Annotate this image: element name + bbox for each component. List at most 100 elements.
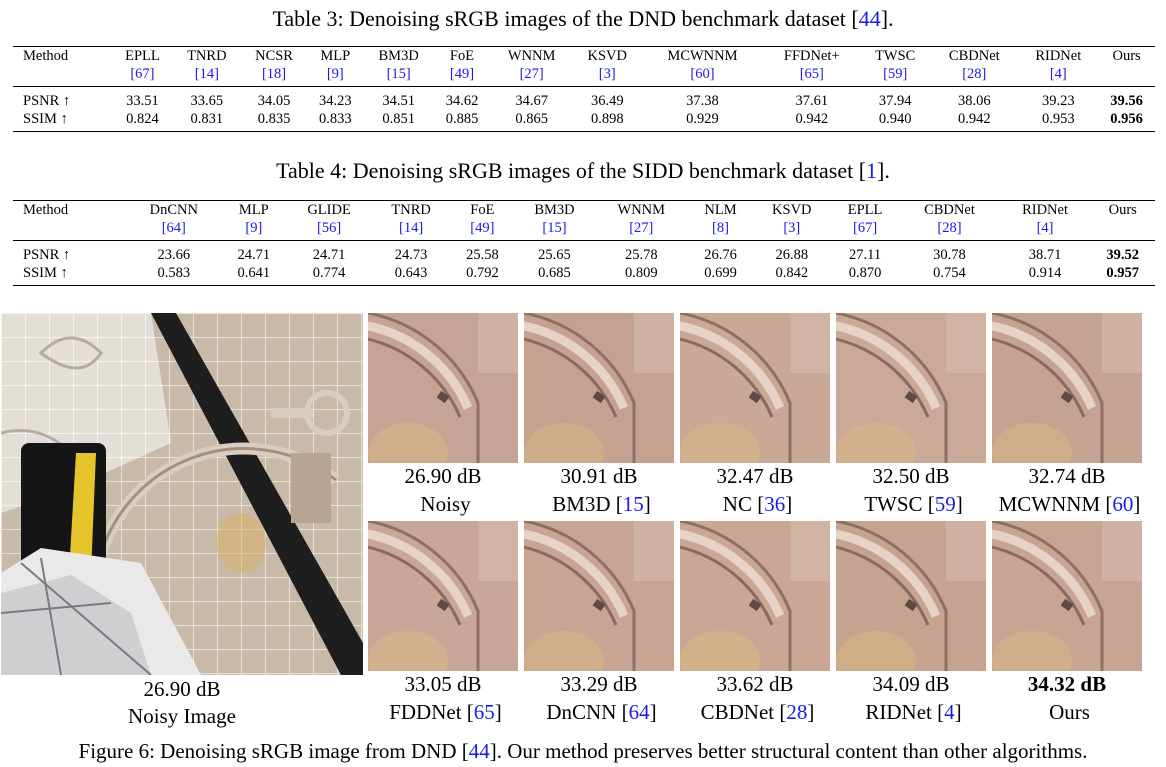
method-ref: [28] xyxy=(899,219,1000,241)
crop-image xyxy=(680,521,830,671)
crop-image xyxy=(368,521,518,671)
header-row: Method EPLL TNRD NCSR MLP BM3D FoE WNNM KSVD MCWN… xyxy=(13,46,1155,65)
crop-image xyxy=(992,313,1142,463)
noisy-scene-graphic xyxy=(1,313,363,675)
metric-value: 0.929 xyxy=(641,110,764,132)
crop-method-ref[interactable]: 28 xyxy=(786,700,808,724)
citation-link[interactable]: [65] xyxy=(799,66,824,82)
metric-value: 0.898 xyxy=(572,110,642,132)
method-name: CBDNet xyxy=(930,46,1019,65)
crop-method-ref[interactable]: 65 xyxy=(473,700,495,724)
method-ref: [65] xyxy=(763,65,861,87)
citation-link[interactable]: [49] xyxy=(449,66,475,82)
metric-value: 0.754 xyxy=(899,264,1000,286)
table3-caption-ref[interactable]: 44 xyxy=(858,6,881,31)
metric-value: 0.885 xyxy=(433,110,491,132)
citation-link[interactable]: [67] xyxy=(130,66,155,82)
crop-method-ref[interactable]: 4 xyxy=(944,700,955,724)
method-ref xyxy=(1090,219,1155,241)
crop-image xyxy=(368,313,518,463)
method-name: Ours xyxy=(1098,46,1155,65)
crop-db: 34.09 dB xyxy=(872,672,950,696)
citation-link[interactable]: [27] xyxy=(629,220,654,236)
figure6-caption-ref[interactable]: 44 xyxy=(468,739,490,763)
metric-value: 39.52 xyxy=(1106,247,1140,263)
method-ref: [14] xyxy=(372,219,451,241)
citation-link[interactable]: [8] xyxy=(712,220,729,236)
crop-image xyxy=(836,521,986,671)
ref-spacer xyxy=(13,219,126,241)
ref-row: [67] [14] [18] [9] [15] [49] [27] [3] [60] [65] [5… xyxy=(13,65,1155,87)
citation-link[interactable]: [14] xyxy=(194,66,219,82)
method-ref: [3] xyxy=(752,219,831,241)
citation-link[interactable]: [56] xyxy=(316,220,342,236)
metric-value: 0.583 xyxy=(126,264,222,286)
citation-link[interactable]: [9] xyxy=(245,220,263,236)
crop-graphic xyxy=(992,521,1142,671)
citation-link[interactable]: [3] xyxy=(783,220,801,236)
metric-value: 0.833 xyxy=(306,110,364,132)
header-row: Method DnCNN MLP GLIDE TNRD FoE BM3D WNNM NLM KSV… xyxy=(13,200,1155,219)
metric-label: PSNR ↑ xyxy=(23,93,71,109)
metric-row: PSNR ↑ 33.51 33.65 34.05 34.23 34.51 34.62 34.6… xyxy=(13,87,1155,111)
citation-link[interactable]: [9] xyxy=(326,66,344,82)
citation-link[interactable]: [27] xyxy=(519,66,544,82)
crop-graphic xyxy=(836,313,986,463)
crop-graphic xyxy=(680,521,830,671)
crop-method-name: DnCNN [ xyxy=(546,700,629,724)
citation-link[interactable]: [4] xyxy=(1036,220,1054,236)
crop-method-label: MCWNNM [60] xyxy=(998,492,1141,516)
crop-method-ref[interactable]: 60 xyxy=(1112,492,1134,516)
metric-value: 34.51 xyxy=(382,93,415,109)
method-name: TWSC xyxy=(860,46,931,65)
citation-link[interactable]: [3] xyxy=(598,66,616,82)
metric-value: 0.831 xyxy=(172,110,242,132)
crop-method-ref[interactable]: 59 xyxy=(934,492,956,516)
method-ref: [28] xyxy=(930,65,1019,87)
crop-method-label: Ours xyxy=(987,699,1152,726)
citation-link[interactable]: [28] xyxy=(937,220,962,236)
method-ref: [60] xyxy=(641,65,764,87)
method-name: WNNM xyxy=(490,46,573,65)
citation-link[interactable]: [15] xyxy=(542,220,567,236)
method-name: TNRD xyxy=(172,46,242,65)
metric-label: SSIM ↑ xyxy=(13,110,113,132)
table4-caption-end: ]. xyxy=(877,158,890,183)
metric-value: 0.953 xyxy=(1018,110,1099,132)
crop-db: 30.91 dB xyxy=(560,464,638,488)
crop-method-label: DnCNN [64] xyxy=(546,700,657,724)
method-name: RIDNet xyxy=(999,200,1091,219)
citation-link[interactable]: [59] xyxy=(883,66,908,82)
crop-graphic xyxy=(524,521,674,671)
crop-method-ref[interactable]: 15 xyxy=(622,492,644,516)
citation-link[interactable]: [4] xyxy=(1049,66,1067,82)
crop-method-ref[interactable]: 64 xyxy=(628,700,650,724)
citation-link[interactable]: [64] xyxy=(161,220,186,236)
metric-value: 0.699 xyxy=(688,264,753,286)
metric-value: 0.957 xyxy=(1090,264,1155,286)
method-name: EPLL xyxy=(112,46,173,65)
method-ref: [4] xyxy=(1018,65,1099,87)
citation-link[interactable]: [28] xyxy=(962,66,987,82)
metric-value: 0.824 xyxy=(112,110,173,132)
citation-link[interactable]: [18] xyxy=(261,66,287,82)
citation-link[interactable]: [15] xyxy=(386,66,411,82)
crop-method-label: CBDNet [28] xyxy=(700,700,815,724)
crop-method-ref[interactable]: 36 xyxy=(764,492,786,516)
method-name: MLP xyxy=(306,46,364,65)
metric-value: 34.67 xyxy=(515,93,548,109)
crop-method-name: CBDNet [ xyxy=(700,700,787,724)
metric-value: 0.641 xyxy=(221,264,287,286)
crop-method-label: FDDNet [65] xyxy=(389,700,502,724)
method-ref: [4] xyxy=(999,219,1091,241)
crop-method-label: RIDNet [4] xyxy=(865,700,962,724)
citation-link[interactable]: [49] xyxy=(470,220,495,236)
citation-link[interactable]: [67] xyxy=(852,220,878,236)
table3-caption: Table 3: Denoising sRGB images of the DN… xyxy=(0,6,1166,32)
method-name: GLIDE xyxy=(286,200,373,219)
metric-value: 37.94 xyxy=(878,93,912,109)
table4-caption-ref[interactable]: 1 xyxy=(866,158,878,183)
citation-link[interactable]: [14] xyxy=(399,220,424,236)
citation-link[interactable]: [60] xyxy=(690,66,715,82)
crop-method-label: Noisy xyxy=(363,491,528,518)
